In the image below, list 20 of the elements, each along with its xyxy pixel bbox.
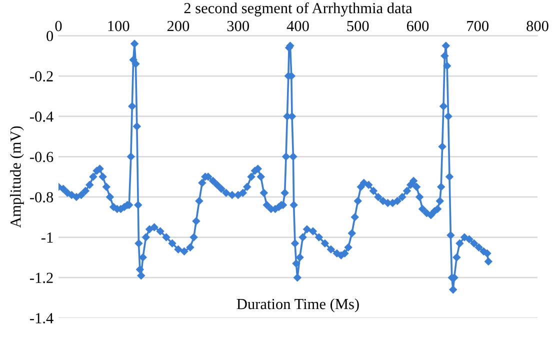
x-tick-label: 200	[167, 20, 190, 32]
y-tick-label: -0.4	[30, 111, 54, 122]
x-axis-title: Duration Time (Ms)	[236, 298, 359, 312]
x-tick-label: 400	[286, 20, 309, 32]
x-tick-label: 0	[55, 20, 62, 32]
chart-title: 2 second segment of Arrhythmia data	[184, 2, 412, 16]
x-tick-label: 100	[108, 20, 130, 32]
y-tick-label: -0.8	[30, 192, 54, 202]
y-tick-label: -1.4	[30, 313, 54, 324]
x-tick-label: 700	[467, 20, 489, 32]
y-tick-label: -1.2	[30, 272, 53, 284]
y-tick-label: 0	[46, 30, 54, 42]
y-axis-title: Amplitude (mV)	[10, 126, 24, 228]
x-tick-label: 500	[347, 20, 369, 32]
y-tick-label: -0.2	[30, 71, 53, 82]
y-tick-label: -1	[41, 232, 53, 243]
x-tick-label: 800	[526, 20, 548, 32]
y-tick-label: -0.6	[30, 152, 54, 162]
x-tick-label: 300	[227, 20, 249, 32]
x-tick-label: 600	[406, 20, 429, 32]
